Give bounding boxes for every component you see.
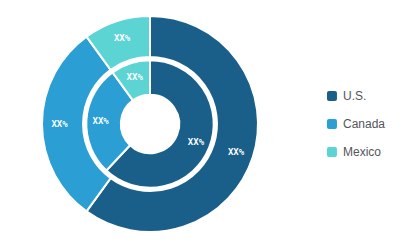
svg-text:U.S.: U.S. (343, 89, 366, 103)
svg-text:XX%: XX% (228, 147, 245, 157)
svg-text:XX%: XX% (188, 137, 205, 147)
svg-text:XX%: XX% (51, 119, 68, 129)
svg-text:Canada: Canada (343, 117, 385, 131)
svg-text:XX%: XX% (93, 116, 110, 126)
svg-text:Mexico: Mexico (343, 145, 381, 159)
svg-text:XX%: XX% (127, 72, 144, 82)
svg-text:XX%: XX% (114, 33, 131, 43)
